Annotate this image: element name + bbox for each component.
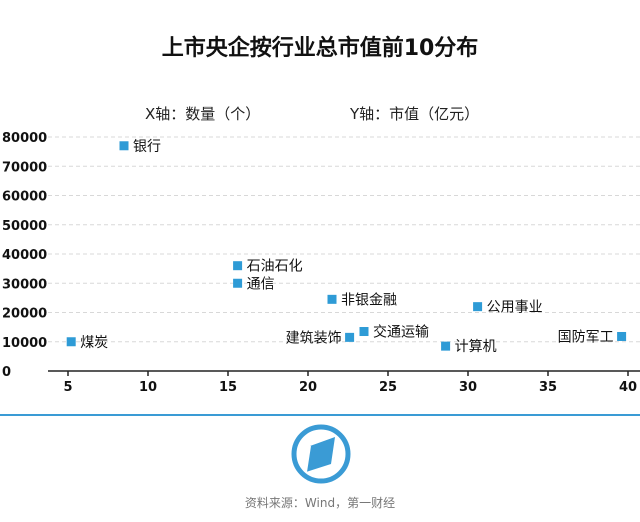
x-tick-label-15: 15 xyxy=(219,380,237,395)
scatter-plot: 0 10000 20000 30000 40000 50000 60000 70000 8000… xyxy=(2,131,640,395)
y-tick-label-20000: 20000 xyxy=(2,307,47,322)
y-tick-label-0: 0 xyxy=(2,365,11,380)
data-point-煤炭 xyxy=(66,337,76,347)
data-point-通信 xyxy=(233,278,243,288)
y-tick-label-30000: 30000 xyxy=(2,277,47,292)
point-label-银行: 银行 xyxy=(133,139,161,155)
y-tick-label-40000: 40000 xyxy=(2,248,47,263)
x-tick-label-40: 40 xyxy=(619,380,637,395)
y-tick-label-60000: 60000 xyxy=(2,190,47,205)
y-tick-label-80000: 80000 xyxy=(2,131,47,146)
x-tick-label-35: 35 xyxy=(539,380,557,395)
point-label-建筑装饰: 建筑装饰 xyxy=(286,330,342,346)
point-label-煤炭: 煤炭 xyxy=(80,335,108,351)
data-point-石油石化 xyxy=(233,261,243,271)
data-point-银行 xyxy=(119,141,129,151)
x-tick-label-10: 10 xyxy=(139,380,157,395)
point-label-公用事业: 公用事业 xyxy=(487,300,543,316)
chart-title: 上市央企按行业总市值前10分布 xyxy=(161,36,479,61)
x-tick-label-30: 30 xyxy=(459,380,477,395)
brand-logo-icon xyxy=(291,424,351,484)
y-tick-label-10000: 10000 xyxy=(2,336,47,351)
x-tick-label-5: 5 xyxy=(63,380,72,395)
point-label-交通运输: 交通运输 xyxy=(373,324,429,341)
point-label-通信: 通信 xyxy=(247,276,275,292)
source-note: 资料来源：Wind，第一财经 xyxy=(244,496,396,510)
data-point-交通运输 xyxy=(359,327,369,337)
data-point-公用事业 xyxy=(473,302,483,312)
y-axis-label: Y轴：市值（亿元） xyxy=(350,105,480,123)
y-tick-label-70000: 70000 xyxy=(2,160,47,175)
point-label-非银金融: 非银金融 xyxy=(341,292,397,308)
point-label-国防军工: 国防军工 xyxy=(558,329,614,345)
point-label-计算机: 计算机 xyxy=(455,339,497,355)
point-label-石油石化: 石油石化 xyxy=(247,259,303,275)
data-point-计算机 xyxy=(441,341,451,351)
x-axis-label: X轴：数量（个） xyxy=(145,105,261,123)
y-tick-label-50000: 50000 xyxy=(2,219,47,234)
x-tick-label-20: 20 xyxy=(299,380,317,395)
data-point-非银金融 xyxy=(327,294,337,304)
divider-line xyxy=(0,414,640,416)
x-tick-label-25: 25 xyxy=(379,380,397,395)
data-point-建筑装饰 xyxy=(345,332,355,342)
data-point-国防军工 xyxy=(617,331,627,341)
